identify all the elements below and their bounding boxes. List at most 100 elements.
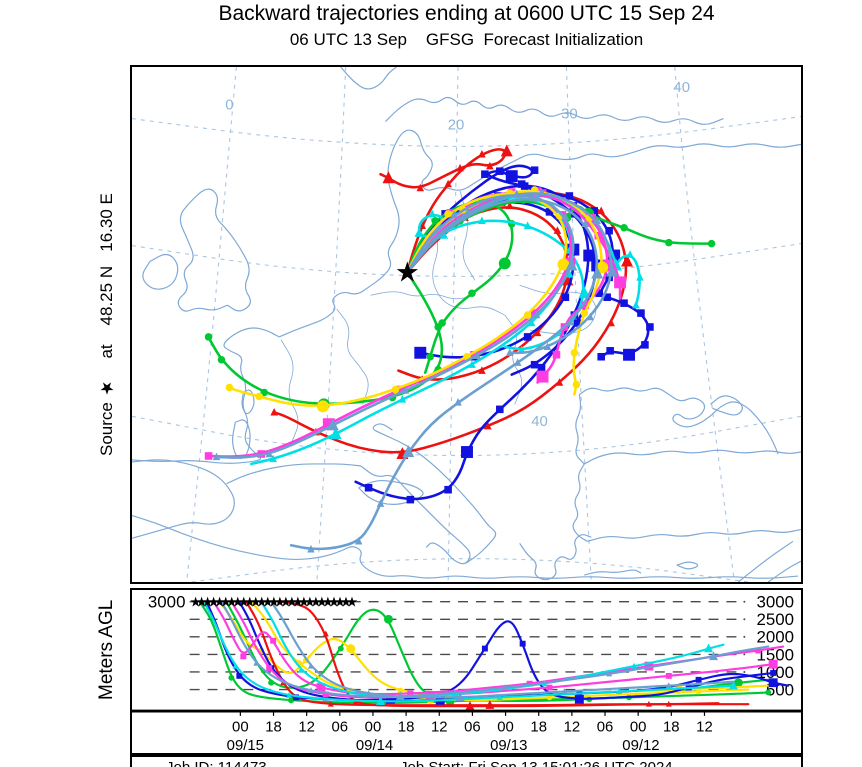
- hour-tick-label: 00: [497, 720, 514, 736]
- height-profile-panel: 300025002000150010005003000★★★★★★★★★★★★★…: [130, 588, 803, 755]
- coastline: [340, 67, 397, 90]
- coastline: [177, 188, 251, 312]
- coastline: [226, 463, 361, 485]
- profile-start-star: ★: [316, 595, 328, 610]
- height-axis-label-right: 3000: [756, 593, 794, 612]
- footer-job-id: Job ID: 114473: [166, 759, 267, 767]
- coastline: [360, 465, 471, 565]
- graticule-line: [447, 67, 459, 582]
- coastline: [142, 253, 179, 290]
- trajectory-path-green: [207, 271, 444, 406]
- date-tick-label: 09/12: [622, 738, 659, 753]
- graticule-label: 0: [225, 98, 233, 114]
- date-tick-label: 09/15: [227, 738, 264, 753]
- footer-job-start: Job Start: Fri Sep 13 15:01:26 UTC 2024: [400, 759, 673, 767]
- hour-tick-label: 00: [630, 720, 647, 736]
- hour-tick-label: 06: [597, 720, 614, 736]
- profile-start-star: ★: [244, 595, 256, 610]
- country-border: [370, 291, 476, 300]
- coastline: [372, 423, 497, 564]
- coastline: [587, 528, 801, 542]
- graticule-label: 30: [561, 107, 578, 123]
- graticule-line: [132, 243, 801, 277]
- hour-tick-label: 18: [265, 720, 282, 736]
- page-title: Backward trajectories ending at 0600 UTC…: [218, 2, 715, 25]
- profile-start-star: ★: [274, 595, 286, 610]
- hour-tick-label: 06: [464, 720, 481, 736]
- trajectory-path-steel: [406, 192, 613, 355]
- profile-start-star: ★: [213, 595, 225, 610]
- source-star: ★: [395, 256, 420, 287]
- country-border: [280, 339, 299, 445]
- map-y-axis-label: Source ★ at 48.25 N 16.30 E: [97, 193, 116, 456]
- coastline: [584, 449, 801, 465]
- profile-start-star: ★: [256, 595, 268, 610]
- hour-tick-label: 00: [365, 720, 382, 736]
- height-profile-canvas: 300025002000150010005003000★★★★★★★★★★★★★…: [132, 593, 801, 753]
- hour-tick-label: 12: [298, 720, 315, 736]
- profile-start-star: ★: [310, 595, 322, 610]
- profile-start-star: ★: [334, 595, 346, 610]
- profile-start-star: ★: [268, 595, 280, 610]
- profile-start-star: ★: [322, 595, 334, 610]
- trajectory-map-canvas: 0 20 30 40 40 ★: [132, 67, 801, 582]
- profile-start-star: ★: [286, 595, 298, 610]
- profile-start-star: ★: [219, 595, 231, 610]
- graticule-line: [186, 67, 237, 582]
- graticule-label: 40: [531, 414, 548, 430]
- coastline: [738, 540, 794, 582]
- date-tick-label: 09/13: [490, 738, 527, 753]
- profile-start-star: ★: [346, 595, 358, 610]
- profile-start-star: ★: [340, 595, 352, 610]
- graticule-line: [316, 67, 347, 582]
- profile-start-star: ★: [231, 595, 243, 610]
- profile-start-star: ★: [207, 595, 219, 610]
- coastline: [584, 569, 642, 576]
- profile-start-star: ★: [189, 595, 201, 610]
- profile-start-star: ★: [292, 595, 304, 610]
- coastline: [132, 459, 235, 539]
- profile-series-red: [245, 600, 720, 707]
- hour-tick-label: 12: [431, 720, 448, 736]
- height-axis-label-right: 2000: [756, 628, 794, 647]
- profile-start-star: ★: [250, 595, 262, 610]
- profile-start-star: ★: [280, 595, 292, 610]
- hour-tick-label: 00: [232, 720, 249, 736]
- coastline: [241, 389, 255, 415]
- page-subtitle: 06 UTC 13 Sep GFSG Forecast Initializati…: [289, 30, 644, 49]
- profile-start-star: ★: [225, 595, 237, 610]
- hour-tick-label: 06: [332, 720, 349, 736]
- height-axis-label-right: 2500: [756, 610, 794, 629]
- footer-strip: Job ID: 114473 Job Start: Fri Sep 13 15:…: [130, 755, 803, 767]
- hour-tick-label: 12: [696, 720, 713, 736]
- coastline: [278, 129, 801, 338]
- graticule-label: 20: [448, 118, 465, 134]
- coastline: [572, 463, 588, 542]
- coastline: [385, 96, 724, 125]
- hour-tick-label: 18: [398, 720, 415, 736]
- coastline: [132, 327, 280, 464]
- coastline: [767, 560, 801, 582]
- country-border: [336, 308, 369, 405]
- profile-start-star: ★: [262, 595, 274, 610]
- profile-series-steel: [220, 600, 770, 698]
- coastline: [710, 395, 743, 416]
- coastline: [676, 561, 699, 570]
- height-axis-label-left: 3000: [148, 593, 186, 612]
- profile-start-star: ★: [195, 595, 207, 610]
- graticule-line: [132, 116, 801, 147]
- trajectory-map-panel: 0 20 30 40 40 ★: [130, 65, 803, 584]
- profile-start-star: ★: [298, 595, 310, 610]
- coastline: [519, 534, 592, 581]
- trajectory-path-steel: [289, 198, 599, 551]
- profile-start-star: ★: [304, 595, 316, 610]
- coastline: [232, 419, 251, 459]
- coastline: [578, 387, 779, 455]
- profile-start-star: ★: [201, 595, 213, 610]
- graticule-label: 40: [673, 80, 690, 96]
- profile-y-axis-label: Meters AGL: [96, 599, 117, 701]
- graticule-line: [191, 558, 749, 582]
- date-tick-label: 09/14: [356, 738, 393, 753]
- hour-tick-label: 18: [530, 720, 547, 736]
